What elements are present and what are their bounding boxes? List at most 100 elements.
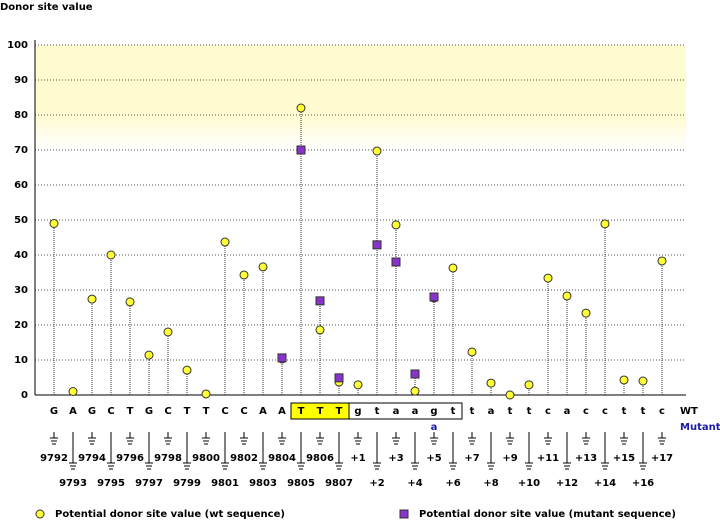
position-label: +9 bbox=[502, 453, 517, 464]
wt-point bbox=[505, 390, 515, 400]
sequence-letter: g bbox=[430, 406, 437, 417]
wt-point bbox=[144, 350, 154, 360]
wt-point bbox=[638, 376, 648, 386]
wt-point bbox=[600, 219, 610, 229]
position-label: 9792 bbox=[40, 453, 68, 464]
wt-point bbox=[106, 250, 116, 260]
sequence-letter: C bbox=[107, 406, 114, 417]
wt-point bbox=[581, 308, 591, 318]
y-tick-label: 60 bbox=[14, 180, 28, 191]
sequence-letter: A bbox=[69, 406, 77, 417]
sequence-letter: C bbox=[240, 406, 247, 417]
mutant-point bbox=[277, 353, 287, 363]
position-label: 9798 bbox=[154, 453, 182, 464]
position-label: +2 bbox=[369, 478, 384, 489]
wt-point bbox=[87, 294, 97, 304]
sequence-letter: t bbox=[451, 406, 456, 417]
mutant-point bbox=[391, 257, 401, 267]
sequence-letter: c bbox=[659, 406, 665, 417]
sequence-letter: T bbox=[336, 406, 343, 417]
sequence-letter: G bbox=[50, 406, 58, 417]
y-tick-label: 30 bbox=[14, 285, 28, 296]
sequence-letter: t bbox=[375, 406, 380, 417]
sequence-letter: T bbox=[127, 406, 134, 417]
sequence-letter: A bbox=[259, 406, 267, 417]
position-label: 9807 bbox=[325, 478, 353, 489]
mutant-point bbox=[372, 240, 382, 250]
position-label: 9801 bbox=[211, 478, 239, 489]
shaded-band bbox=[35, 45, 686, 115]
wt-point bbox=[201, 389, 211, 399]
position-label: +15 bbox=[613, 453, 635, 464]
position-label: +10 bbox=[518, 478, 540, 489]
y-tick-label: 40 bbox=[14, 250, 28, 261]
sequence-letter: A bbox=[278, 406, 286, 417]
wt-point bbox=[391, 220, 401, 230]
sequence-letter: T bbox=[203, 406, 210, 417]
legend-label: Potential donor site value (mutant seque… bbox=[419, 509, 676, 520]
position-label: 9803 bbox=[249, 478, 277, 489]
y-tick-label: 90 bbox=[14, 75, 28, 86]
position-label: +16 bbox=[632, 478, 654, 489]
y-tick-label: 20 bbox=[14, 320, 28, 331]
mutant-point bbox=[296, 145, 306, 155]
position-label: +1 bbox=[350, 453, 365, 464]
wt-point bbox=[543, 273, 553, 283]
legend-marker bbox=[35, 509, 45, 519]
position-label: 9796 bbox=[116, 453, 144, 464]
wt-point bbox=[562, 291, 572, 301]
legend-marker bbox=[399, 509, 409, 519]
wt-point bbox=[125, 297, 135, 307]
position-label: +3 bbox=[388, 453, 403, 464]
wt-point bbox=[315, 325, 325, 335]
mutant-row-label: Mutant bbox=[680, 422, 720, 433]
y-tick-label: 0 bbox=[21, 390, 28, 401]
wt-point bbox=[49, 219, 59, 228]
y-axis-title: Donor site value bbox=[0, 2, 93, 13]
intron-box bbox=[348, 402, 463, 420]
position-label: +7 bbox=[464, 453, 479, 464]
y-tick-label: 70 bbox=[14, 145, 28, 156]
position-label: 9802 bbox=[230, 453, 258, 464]
wt-point bbox=[486, 378, 496, 388]
sequence-letter: c bbox=[602, 406, 608, 417]
mutant-point bbox=[429, 292, 439, 302]
wt-point bbox=[163, 327, 173, 337]
sequence-letter: G bbox=[145, 406, 153, 417]
position-label: +5 bbox=[426, 453, 441, 464]
sequence-letter: t bbox=[508, 406, 513, 417]
position-label: 9793 bbox=[59, 478, 87, 489]
position-label: 9794 bbox=[78, 453, 106, 464]
shaded-fade bbox=[35, 115, 686, 150]
position-label: +8 bbox=[483, 478, 498, 489]
y-tick-label: 100 bbox=[7, 40, 28, 51]
sequence-letter: a bbox=[488, 406, 495, 417]
wt-point bbox=[182, 365, 192, 375]
y-tick-label: 50 bbox=[14, 215, 28, 226]
sequence-letter: a bbox=[393, 406, 400, 417]
mutant-letter: a bbox=[431, 422, 438, 433]
sequence-letter: c bbox=[583, 406, 589, 417]
sequence-letter: G bbox=[88, 406, 96, 417]
position-label: 9795 bbox=[97, 478, 125, 489]
wt-point bbox=[239, 270, 249, 280]
sequence-letter: C bbox=[164, 406, 171, 417]
sequence-letter: a bbox=[412, 406, 419, 417]
wt-point bbox=[619, 375, 629, 385]
wt-row-label: WT bbox=[680, 406, 698, 417]
position-label: +13 bbox=[575, 453, 597, 464]
position-label: 9800 bbox=[192, 453, 220, 464]
wt-point bbox=[258, 262, 268, 272]
position-label: 9805 bbox=[287, 478, 315, 489]
wt-point bbox=[220, 237, 230, 247]
sequence-letter: T bbox=[298, 406, 305, 417]
position-label: +14 bbox=[594, 478, 616, 489]
sequence-letter: g bbox=[354, 406, 361, 417]
wt-point bbox=[524, 380, 534, 390]
sequence-letter: t bbox=[527, 406, 532, 417]
sequence-letter: t bbox=[622, 406, 627, 417]
wt-point bbox=[372, 146, 382, 156]
wt-point bbox=[68, 387, 78, 396]
position-label: +11 bbox=[537, 453, 559, 464]
y-tick-label: 80 bbox=[14, 110, 28, 121]
